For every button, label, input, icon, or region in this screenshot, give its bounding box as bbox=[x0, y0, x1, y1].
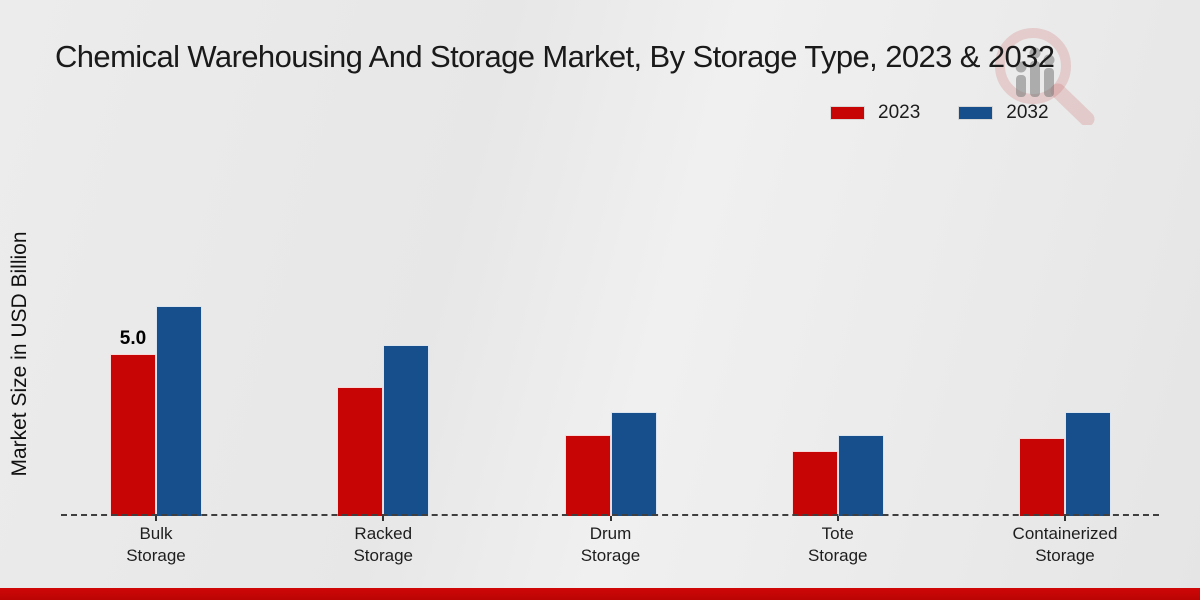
x-axis-tick-tote-storage bbox=[836, 516, 839, 521]
x-axis-dashed-baseline bbox=[61, 514, 1159, 516]
category-label-racked-storage: Racked Storage bbox=[353, 524, 414, 565]
bar-2023-drum-storage bbox=[564, 434, 611, 516]
category-label-bulk-storage: Bulk Storage bbox=[126, 524, 186, 565]
legend-label-2032: 2032 bbox=[1006, 102, 1049, 123]
legend-item-2023: 2023 bbox=[830, 102, 920, 124]
x-axis-tick-drum-storage bbox=[609, 516, 612, 521]
bar-2032-drum-storage bbox=[610, 412, 657, 516]
bar-2023-racked-storage bbox=[337, 386, 384, 516]
market-research-future-logo-watermark bbox=[995, 28, 1095, 125]
category-label-drum-storage: Drum Storage bbox=[580, 524, 641, 565]
x-axis-tick-bulk-storage bbox=[155, 516, 157, 521]
bar-2023-containerized-storage bbox=[1019, 438, 1065, 516]
bar-2032-containerized-storage bbox=[1065, 412, 1111, 516]
y-axis-label: Market Size in USD Billion bbox=[8, 231, 31, 477]
bar-value-label-2023: 5.0 bbox=[119, 328, 147, 350]
legend-item-2032: 2032 bbox=[958, 102, 1049, 124]
category-label-containerized-storage: Containerized Storage bbox=[1012, 524, 1118, 565]
x-axis-tick-racked-storage bbox=[382, 516, 385, 521]
legend-label-2023: 2023 bbox=[878, 102, 921, 123]
legend-swatch-2032 bbox=[958, 106, 994, 120]
bar-2023-bulk-storage bbox=[110, 354, 156, 516]
chart-title: Chemical Warehousing And Storage Market,… bbox=[55, 39, 1055, 74]
bar-2032-bulk-storage bbox=[156, 305, 202, 516]
x-axis-tick-containerized-storage bbox=[1064, 516, 1066, 521]
legend-swatch-2023 bbox=[830, 106, 865, 120]
bottom-red-strip bbox=[0, 588, 1200, 600]
bar-2032-tote-storage bbox=[837, 434, 884, 516]
category-label-tote-storage: Tote Storage bbox=[807, 524, 868, 565]
bar-2032-racked-storage bbox=[383, 344, 430, 516]
chart-legend: 2023 2032 bbox=[830, 102, 1049, 124]
bar-2023-tote-storage bbox=[791, 451, 838, 516]
